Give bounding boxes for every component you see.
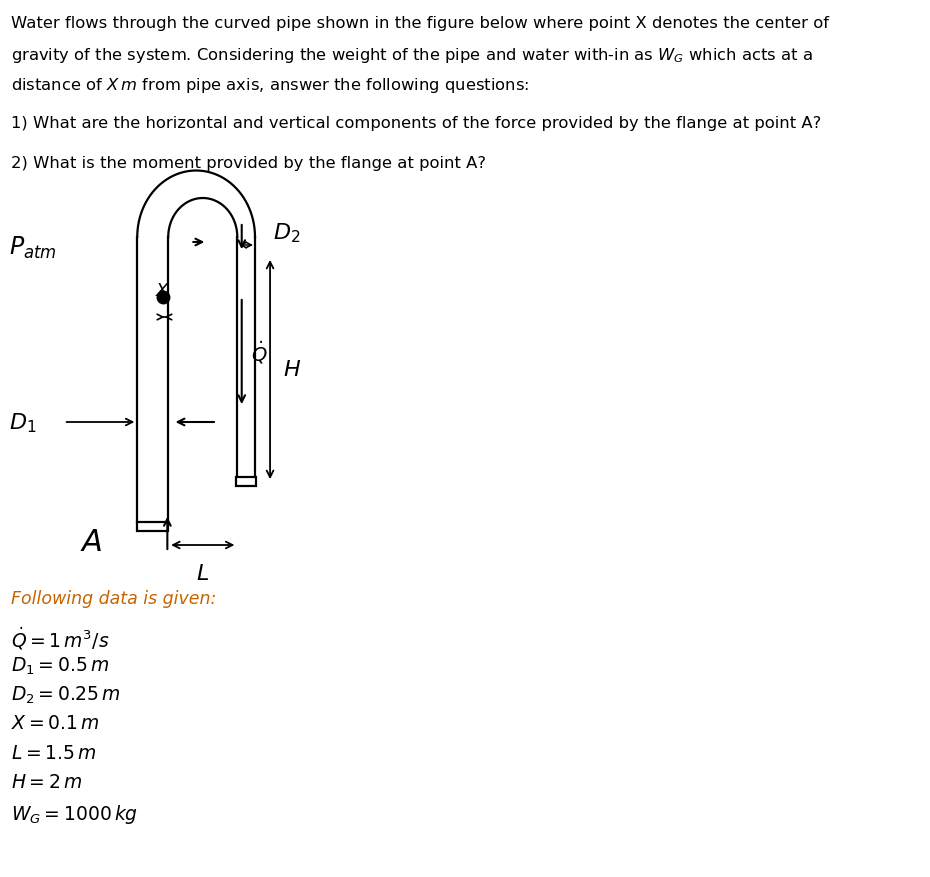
Text: $D_2$: $D_2$	[272, 221, 300, 245]
Text: Following data is given:: Following data is given:	[10, 589, 216, 607]
Text: gravity of the system. Considering the weight of the pipe and water with-in as $: gravity of the system. Considering the w…	[10, 46, 813, 65]
Text: $W_G = 1000\,kg$: $W_G = 1000\,kg$	[10, 802, 138, 825]
Text: $X = 0.1\,m$: $X = 0.1\,m$	[10, 714, 100, 732]
Text: $L = 1.5\,m$: $L = 1.5\,m$	[10, 743, 96, 762]
Text: $D_1 = 0.5\,m$: $D_1 = 0.5\,m$	[10, 655, 109, 676]
Text: 2) What is the moment provided by the flange at point A?: 2) What is the moment provided by the fl…	[10, 156, 485, 171]
Text: $H$: $H$	[284, 360, 301, 380]
Text: distance of $X\,m$ from pipe axis, answer the following questions:: distance of $X\,m$ from pipe axis, answe…	[10, 76, 529, 95]
Bar	[138, 523, 168, 531]
Text: Water flows through the curved pipe shown in the figure below where point X deno: Water flows through the curved pipe show…	[10, 16, 829, 31]
Text: $X$: $X$	[154, 282, 170, 300]
Text: 1) What are the horizontal and vertical components of the force provided by the : 1) What are the horizontal and vertical …	[10, 116, 821, 131]
Text: $P_{atm}$: $P_{atm}$	[9, 235, 57, 260]
Text: $L$: $L$	[196, 563, 209, 583]
Text: $D_2 = 0.25\,m$: $D_2 = 0.25\,m$	[10, 684, 120, 705]
Bar	[236, 477, 256, 487]
Text: $\dot{Q} = 1\,m^3/s$: $\dot{Q} = 1\,m^3/s$	[10, 625, 109, 652]
Text: $A$: $A$	[80, 528, 102, 557]
Text: $D_1$: $D_1$	[9, 410, 36, 434]
Text: $H = 2\,m$: $H = 2\,m$	[10, 773, 82, 792]
Text: $\dot{Q}$: $\dot{Q}$	[250, 339, 267, 366]
